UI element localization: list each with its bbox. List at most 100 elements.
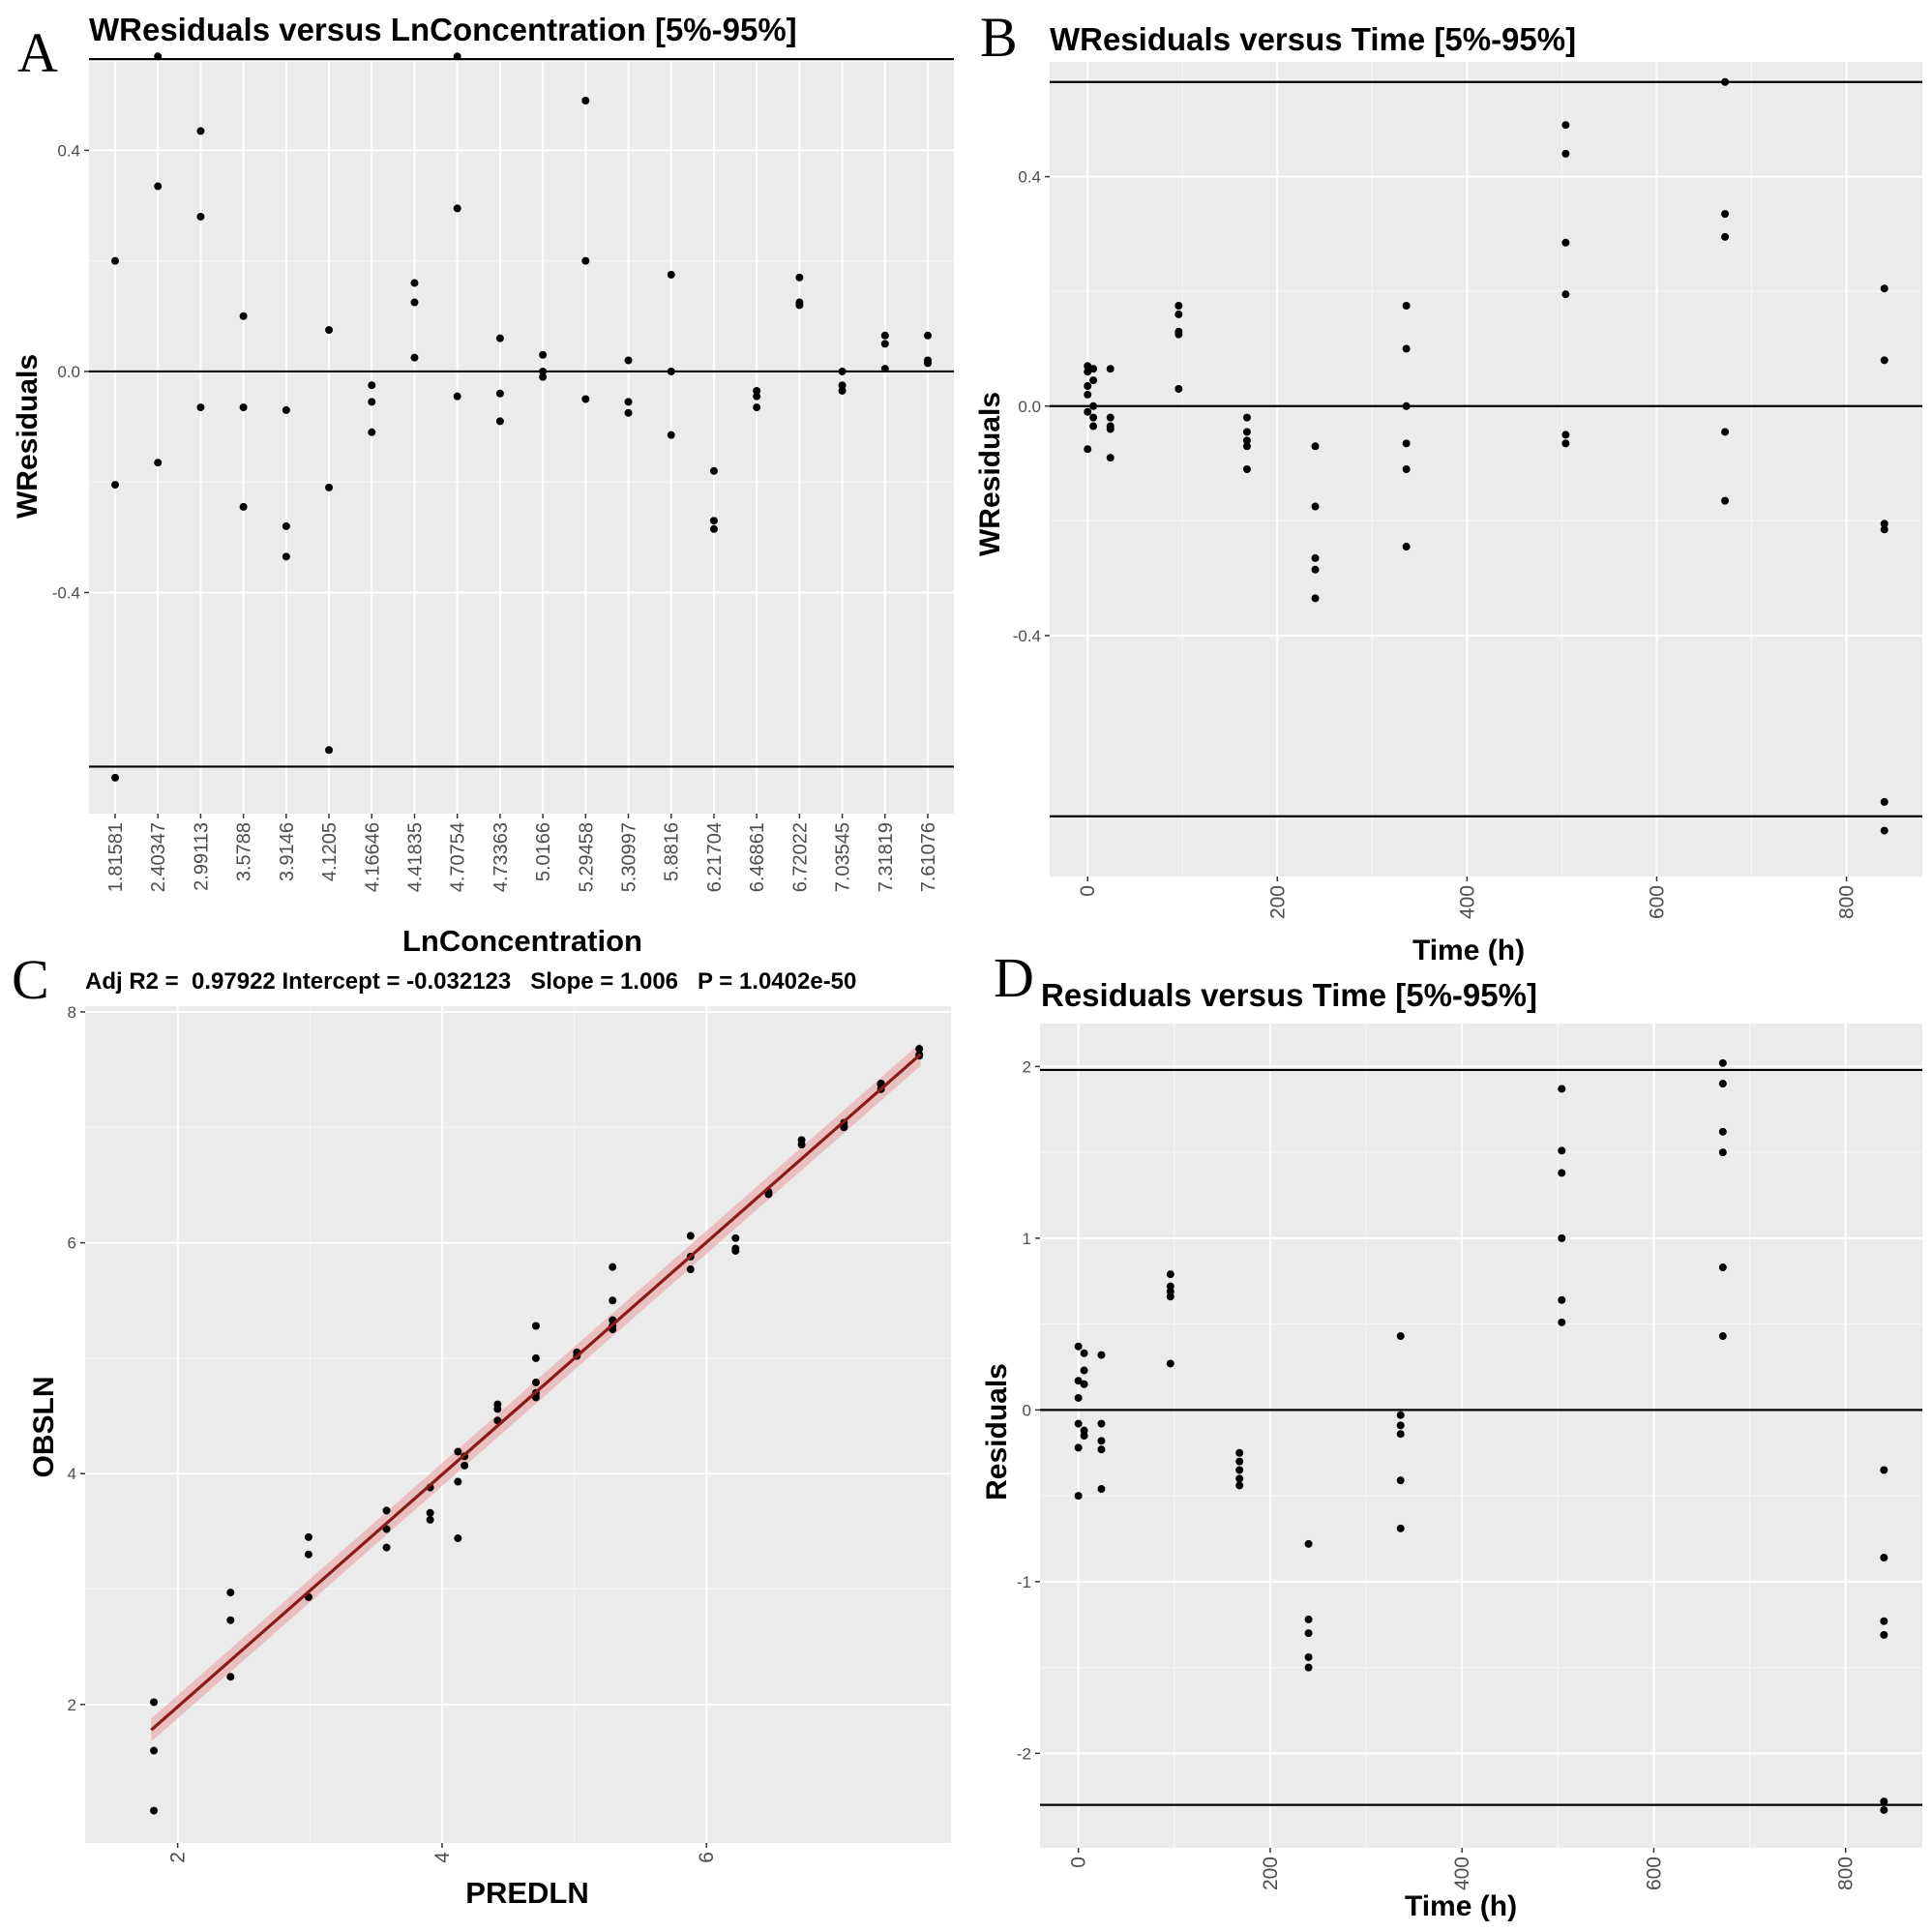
data-point <box>1880 525 1888 534</box>
data-point <box>1174 302 1183 311</box>
data-point <box>453 204 461 213</box>
data-point <box>282 552 290 561</box>
data-point <box>150 1746 159 1755</box>
plot-area-b <box>1050 62 1922 877</box>
x-tick-label: 7.31819 <box>876 822 897 892</box>
data-point <box>454 1477 462 1486</box>
data-point <box>880 365 889 373</box>
grid-a <box>89 62 954 814</box>
data-point <box>1396 1411 1405 1419</box>
x-tick-label: 4.70754 <box>448 822 469 892</box>
x-tick-label: 0 <box>1077 885 1099 897</box>
x-tick-label: 4.41835 <box>404 822 426 892</box>
data-point <box>325 746 334 755</box>
x-tick-label: 6.21704 <box>704 822 726 892</box>
data-point <box>1106 425 1115 433</box>
data-point <box>1089 413 1098 422</box>
data-point <box>426 1515 434 1524</box>
data-point <box>838 367 847 375</box>
plot-area-a <box>89 62 954 814</box>
data-point <box>1311 594 1320 603</box>
data-point <box>1402 344 1411 353</box>
data-point <box>1880 356 1888 365</box>
x-axis-label-a: LnConcentration <box>402 924 642 958</box>
data-point <box>1080 1366 1088 1375</box>
x-tick-label: 2.40347 <box>148 822 169 892</box>
x-axis-label-b: Time (h) <box>1412 935 1525 966</box>
y-ticks-d: 2 1 0 -1 -2 <box>1017 1057 1040 1763</box>
data-point <box>1880 520 1888 528</box>
data-point <box>686 1232 695 1240</box>
data-point <box>880 340 889 348</box>
regression-line <box>150 1053 922 1732</box>
data-point <box>1304 1663 1313 1672</box>
data-point <box>150 1698 159 1707</box>
data-point <box>453 52 461 61</box>
data-point <box>1561 439 1570 448</box>
x-axis-label-d: Time (h) <box>1405 1890 1517 1922</box>
reference-lines-d <box>1040 1068 1922 1806</box>
data-point <box>753 403 761 412</box>
data-point <box>1084 390 1092 399</box>
x-ticks-a: 1.81581 2.40347 2.99113 3.5788 3.9146 4.1205 4… <box>105 814 939 892</box>
data-point <box>453 392 461 401</box>
data-point <box>1561 149 1570 158</box>
data-point <box>581 96 590 104</box>
data-point <box>667 431 675 439</box>
data-point <box>1235 1466 1244 1474</box>
data-point <box>531 1378 540 1386</box>
data-point <box>304 1532 312 1541</box>
y-axis-label-d: Residuals <box>981 1363 1013 1501</box>
x-tick-label: 7.61076 <box>918 822 939 892</box>
data-point <box>196 212 205 221</box>
x-tick-label: 800 <box>1836 885 1858 919</box>
panel-letter-b: B <box>980 6 1018 69</box>
data-point <box>1558 1146 1566 1155</box>
y-tick-label: 8 <box>68 1003 76 1022</box>
x-tick-label: 4.1205 <box>319 822 341 881</box>
data-point <box>1080 1349 1088 1357</box>
data-point <box>1880 1466 1888 1474</box>
data-point <box>426 1508 434 1517</box>
data-point <box>1080 1432 1088 1440</box>
x-axis-label-c: PREDLN <box>465 1876 588 1910</box>
y-tick-label: 6 <box>68 1234 76 1253</box>
data-point <box>795 301 804 310</box>
data-point <box>1074 1492 1083 1501</box>
data-point <box>226 1589 235 1597</box>
data-point <box>539 372 548 381</box>
y-ticks-b: 0.4 0.0 -0.4 <box>1013 168 1050 645</box>
data-point <box>1174 384 1183 393</box>
data-point <box>1106 413 1115 422</box>
x-tick-label: 5.0166 <box>533 822 554 881</box>
data-point <box>154 182 163 191</box>
data-point <box>1561 121 1570 130</box>
data-point <box>1561 238 1570 247</box>
y-tick-label: -2 <box>1017 1744 1031 1763</box>
data-point <box>1718 1332 1727 1341</box>
panel-letter-d: D <box>994 946 1034 1009</box>
data-point <box>1304 1652 1313 1661</box>
data-point <box>1558 1318 1566 1326</box>
data-point <box>1721 232 1730 241</box>
data-point <box>797 1141 806 1149</box>
data-point <box>1721 77 1730 86</box>
data-point <box>1242 436 1251 445</box>
data-point <box>1235 1474 1244 1483</box>
data-point <box>495 389 504 398</box>
x-tick-label: 4 <box>431 1852 454 1863</box>
data-point <box>686 1265 695 1274</box>
data-point <box>1561 290 1570 299</box>
data-point <box>325 326 334 335</box>
data-point <box>150 1806 159 1815</box>
data-point <box>1097 1485 1106 1494</box>
data-point <box>495 334 504 342</box>
x-tick-label: 200 <box>1260 1857 1282 1890</box>
x-tick-label: 4.73363 <box>490 822 512 892</box>
data-point <box>1174 310 1183 318</box>
data-point <box>1402 465 1411 473</box>
panel-d: 2 1 0 -1 -2 0 200 400 600 800 D Residuals versus… <box>981 946 1922 1922</box>
x-tick-label: 3.5788 <box>234 822 255 881</box>
x-tick-label: 400 <box>1456 885 1478 919</box>
data-point <box>1174 330 1183 339</box>
